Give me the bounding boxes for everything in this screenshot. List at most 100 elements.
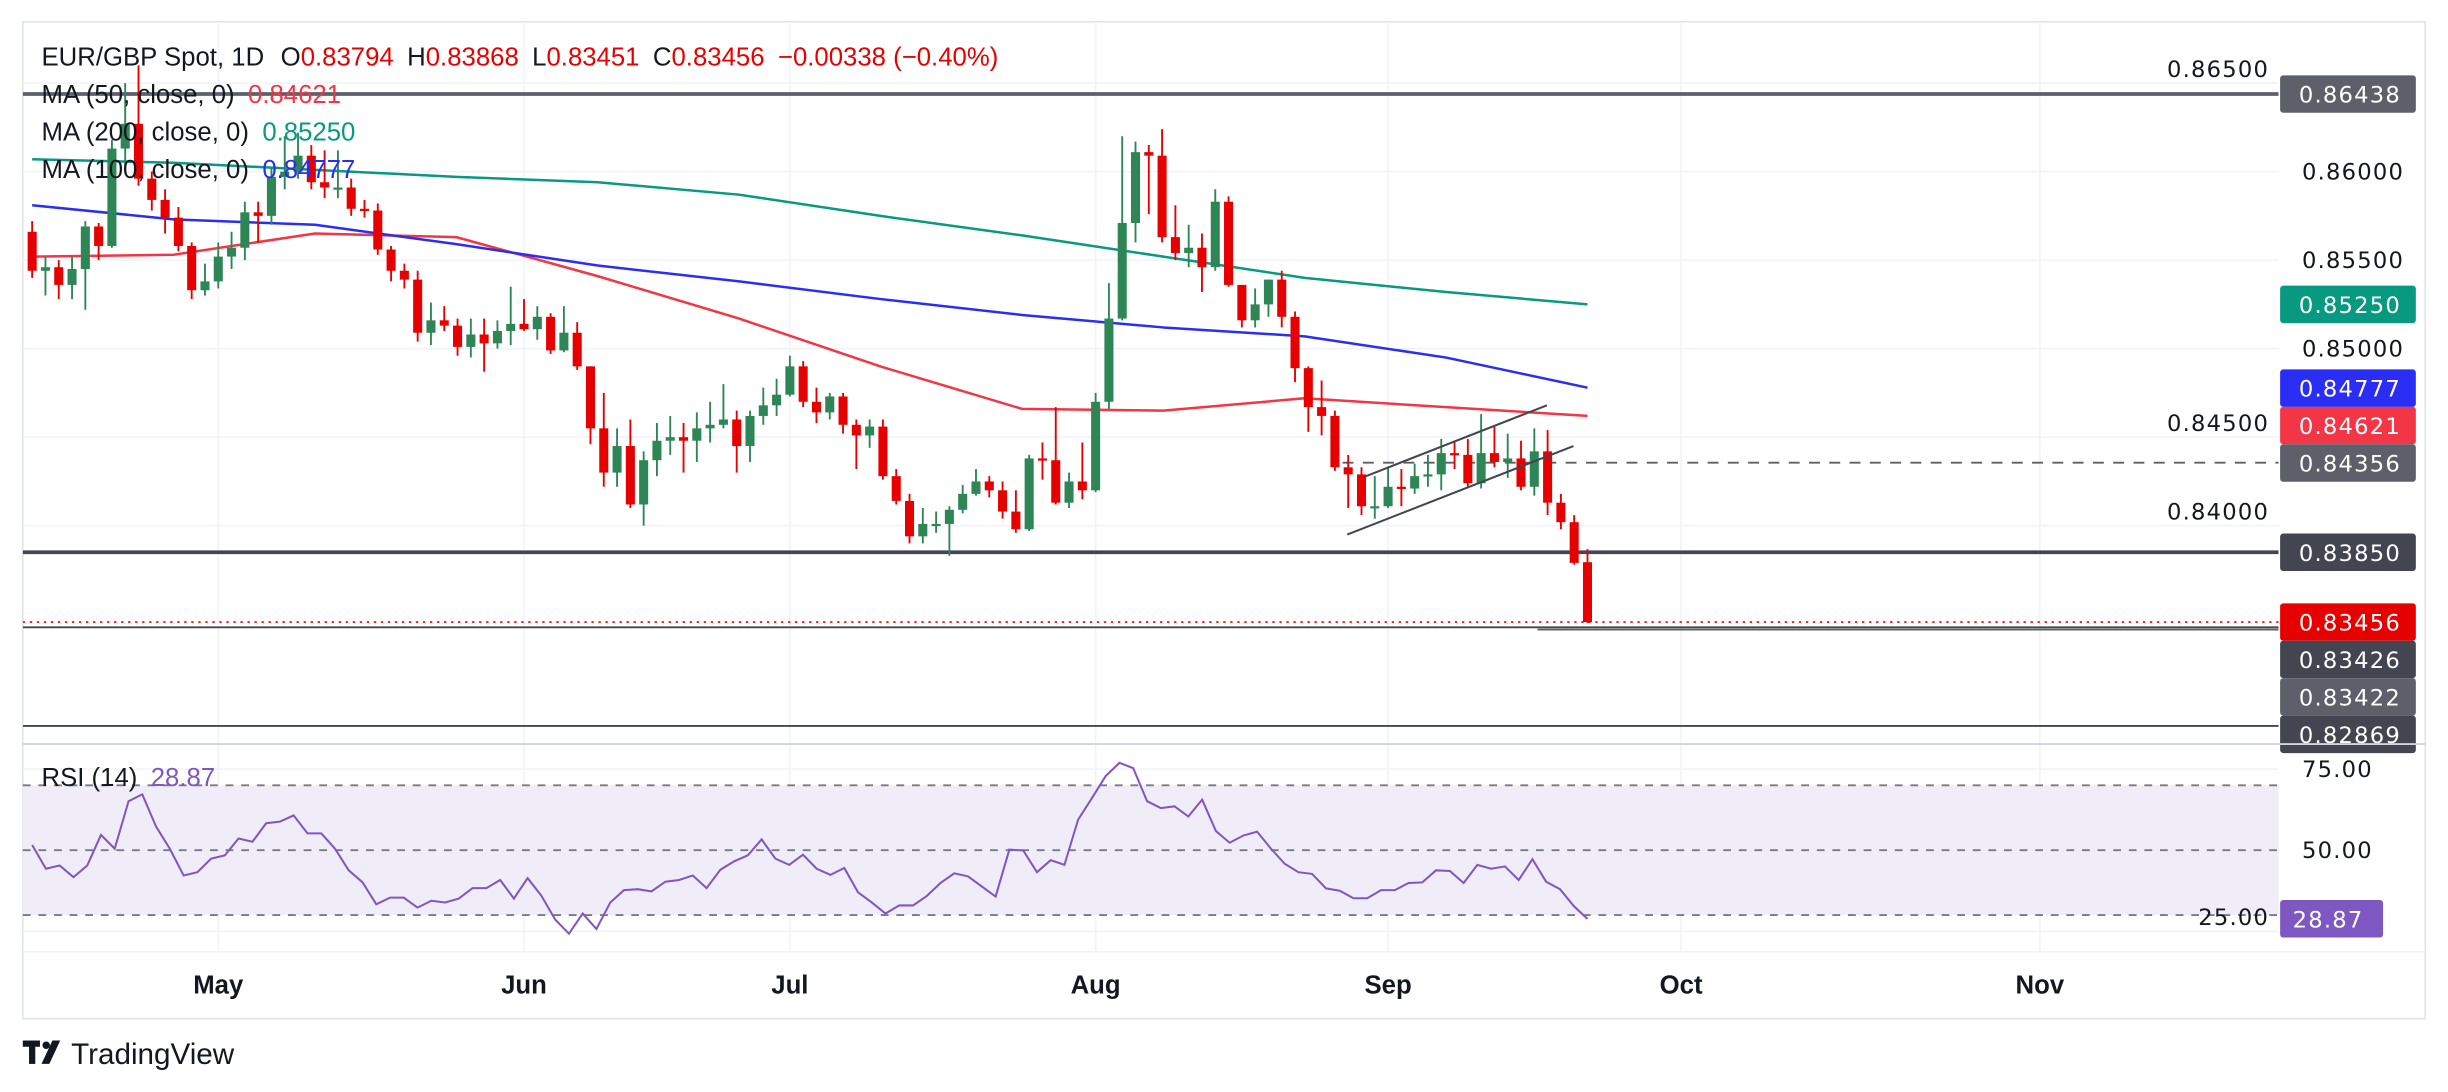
rsi-value-label[interactable]: 28.87	[2280, 900, 2384, 938]
candle-up[interactable]	[692, 412, 702, 462]
candle-up[interactable]	[67, 256, 77, 300]
candle-up[interactable]	[532, 306, 542, 340]
candle-up[interactable]	[1410, 463, 1420, 494]
candle-up[interactable]	[40, 256, 50, 296]
candle-down[interactable]	[306, 145, 316, 190]
candle-down[interactable]	[413, 270, 423, 342]
candle-up[interactable]	[652, 423, 662, 477]
candle-down[interactable]	[439, 306, 449, 331]
candle-down[interactable]	[599, 392, 609, 487]
candle-down[interactable]	[1303, 366, 1313, 432]
candle-down[interactable]	[1170, 205, 1180, 261]
candle-up[interactable]	[1024, 454, 1034, 532]
candle-down[interactable]	[1343, 454, 1353, 509]
candle-up[interactable]	[931, 511, 941, 533]
candle-up[interactable]	[772, 378, 782, 416]
candle-up[interactable]	[865, 419, 875, 448]
candle-up[interactable]	[107, 139, 117, 248]
symbol-legend[interactable]: EUR/GBP Spot, 1D O0.83794 H0.83868 L0.83…	[42, 44, 999, 72]
candle-down[interactable]	[1356, 467, 1367, 516]
candle-up[interactable]	[333, 150, 343, 199]
candle-down[interactable]	[625, 419, 635, 509]
candle-down[interactable]	[546, 313, 556, 354]
candle-down[interactable]	[359, 199, 370, 218]
candle-down[interactable]	[998, 481, 1008, 519]
candle-down[interactable]	[373, 203, 383, 255]
time-axis[interactable]: May Jun Jul Aug Sep Oct Nov	[193, 972, 2065, 1000]
candle-down[interactable]	[1317, 380, 1327, 436]
candle-up[interactable]	[1250, 288, 1260, 328]
candle-down[interactable]	[173, 207, 183, 252]
candle-down[interactable]	[1396, 469, 1406, 507]
candle-down[interactable]	[187, 242, 197, 300]
candle-up[interactable]	[1184, 224, 1194, 268]
price-pane[interactable]	[22, 65, 2279, 727]
candle-down[interactable]	[1543, 430, 1553, 516]
price-label-0.83426[interactable]: 0.83426	[2280, 640, 2416, 679]
candle-up[interactable]	[1503, 433, 1513, 478]
candle-down[interactable]	[253, 201, 263, 243]
candle-up[interactable]	[758, 387, 768, 425]
candle-up[interactable]	[559, 306, 569, 353]
candle-down[interactable]	[851, 419, 861, 470]
candle-up[interactable]	[1104, 283, 1114, 409]
candle-up[interactable]	[80, 221, 90, 310]
candle-up[interactable]	[705, 401, 715, 443]
candle-up[interactable]	[639, 451, 649, 526]
candle-down[interactable]	[479, 318, 489, 372]
candle-up[interactable]	[120, 83, 130, 172]
ma100-legend[interactable]: MA (100, close, 0) 0.84777	[42, 156, 356, 184]
candle-up[interactable]	[426, 302, 436, 346]
candle-down[interactable]	[1463, 438, 1473, 487]
candle-down[interactable]	[984, 476, 994, 498]
candle-down[interactable]	[54, 260, 64, 300]
candle-up[interactable]	[1130, 141, 1141, 243]
channel-upper-line[interactable]	[1365, 404, 1548, 478]
candle-down[interactable]	[1569, 515, 1579, 565]
price-label-0.84621[interactable]: 0.84621	[2280, 406, 2416, 445]
ma50-legend[interactable]: MA (50, close, 0) 0.84621	[42, 81, 342, 109]
candle-down[interactable]	[1144, 145, 1154, 215]
candle-down[interactable]	[572, 322, 582, 370]
candle-up[interactable]	[665, 415, 675, 455]
candle-up[interactable]	[227, 231, 237, 269]
candle-up[interactable]	[200, 263, 210, 296]
candle-down[interactable]	[160, 189, 170, 234]
price-axis[interactable]: 0.86500 0.86000 0.85500 0.85000 0.84500 0.840…	[2167, 57, 2416, 938]
candle-down[interactable]	[798, 361, 808, 408]
candle-up[interactable]	[506, 286, 516, 346]
candle-down[interactable]	[1489, 426, 1499, 468]
candle-down[interactable]	[453, 318, 463, 356]
price-label-0.84356[interactable]: 0.84356	[2280, 444, 2416, 482]
candle-down[interactable]	[1450, 440, 1460, 470]
candle-down[interactable]	[891, 469, 901, 505]
candle-up[interactable]	[918, 508, 928, 544]
price-label-0.82869[interactable]: 0.82869	[2280, 715, 2416, 754]
price-label-0.83850[interactable]: 0.83850	[2280, 533, 2416, 571]
candle-up[interactable]	[825, 392, 835, 420]
price-label-0.83422[interactable]: 0.83422	[2280, 678, 2416, 716]
rsi-pane[interactable]	[22, 761, 2279, 936]
candle-down[interactable]	[732, 410, 742, 473]
candle-up[interactable]	[971, 469, 981, 496]
candle-down[interactable]	[585, 366, 596, 445]
price-label-0.85250[interactable]: 0.85250	[2280, 285, 2416, 324]
candle-down[interactable]	[1224, 196, 1234, 287]
candle-up[interactable]	[1476, 414, 1486, 489]
candle-down[interactable]	[1290, 311, 1300, 383]
price-label-0.83456[interactable]: 0.83456	[2280, 603, 2416, 641]
price-label-0.84777[interactable]: 0.84777	[2280, 369, 2416, 407]
candle-down[interactable]	[1157, 129, 1167, 243]
candle-down[interactable]	[346, 178, 356, 216]
candle-up[interactable]	[785, 355, 795, 397]
candle-down[interactable]	[133, 65, 144, 186]
candle-up[interactable]	[958, 484, 968, 514]
candle-up[interactable]	[240, 201, 250, 261]
candle-down[interactable]	[904, 493, 915, 544]
candle-up[interactable]	[1370, 476, 1380, 519]
rsi-legend[interactable]: RSI (14) 28.87	[42, 764, 216, 792]
candle-down[interactable]	[519, 299, 529, 331]
candle-up[interactable]	[492, 320, 502, 349]
candle-down[interactable]	[1582, 549, 1593, 623]
candle-down[interactable]	[386, 245, 396, 282]
